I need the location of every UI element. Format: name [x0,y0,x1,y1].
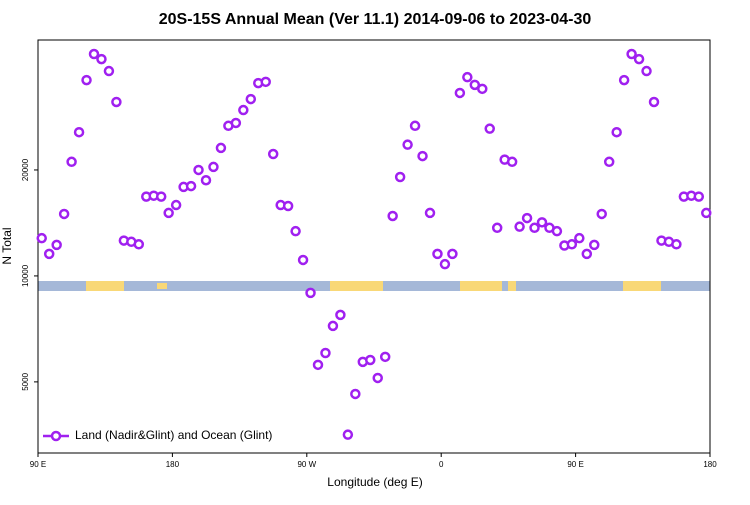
data-point [81,74,92,86]
data-point [372,372,383,384]
data-point [454,87,466,99]
data-point [193,164,204,176]
data-point [163,207,174,219]
data-point [387,210,398,222]
data-point [51,239,62,251]
x-tick-label: 180 [703,460,717,469]
data-point [327,320,339,332]
data-point [58,208,70,220]
data-point [230,117,242,129]
data-point [514,221,525,232]
data-point [185,180,197,192]
data-point [633,53,645,65]
land-band [330,281,383,291]
data-point [73,126,85,138]
surface-strip [38,281,710,291]
data-point [297,254,309,266]
y-tick-label: 10000 [21,264,30,287]
land-band [157,283,167,289]
data-point [36,232,47,244]
data-point [200,174,212,186]
data-point [506,156,518,168]
x-tick-label: 180 [166,460,180,469]
data-point [574,232,585,244]
data-point [320,347,331,359]
data-point [335,309,346,321]
data-point [290,225,301,237]
data-point [394,171,406,183]
data-point [66,156,77,168]
data-point [267,148,279,160]
data-point [260,76,271,88]
data-point [618,74,630,86]
data-point [611,126,622,138]
data-point [282,200,294,212]
y-tick-label: 20000 [21,158,30,181]
data-point [529,222,540,234]
land-band [460,281,502,291]
data-point [43,248,55,260]
data-point [155,191,167,202]
data-point [693,191,705,202]
plot-frame [37,39,711,454]
data-point [462,71,473,83]
data-point [208,161,219,173]
data-point [432,248,443,260]
y-axis-label: N Total [0,227,14,264]
x-tick-label: 0 [439,460,444,469]
chart-title: 20S-15S Annual Mean (Ver 11.1) 2014-09-0… [159,11,592,28]
data-point [409,120,421,132]
x-tick-label: 90 E [30,460,46,469]
legend-marker [50,430,62,442]
data-point [447,248,458,260]
legend-label: Land (Nadir&Glint) and Ocean (Glint) [75,428,272,442]
data-point [596,208,607,220]
data-point [379,351,391,363]
data-point [111,96,122,108]
y-tick-label: 5000 [21,372,30,390]
data-point [491,222,503,234]
x-tick-label: 90 W [297,460,316,469]
data-point [439,258,451,270]
data-point [96,53,107,65]
data-point [648,96,660,108]
data-point [536,217,548,228]
data-point [312,359,324,371]
data-point [603,156,615,168]
data-point [589,239,600,251]
data-point [671,239,682,250]
data-point [402,139,413,150]
data-point [245,93,257,105]
data-point [350,388,361,400]
data-point [170,199,182,211]
data-point [215,142,227,154]
data-point [238,104,249,116]
data-point [424,207,436,219]
land-band [86,281,124,291]
data-point [103,65,115,77]
data-point [342,429,354,440]
data-point [469,79,481,91]
data-point [484,123,495,134]
data-point [365,354,376,366]
data-point [701,207,712,219]
data-point [417,150,428,162]
data-point [566,239,578,250]
data-point [626,48,637,60]
data-point [477,83,488,95]
data-point [521,212,533,224]
x-tick-label: 90 E [567,460,583,469]
land-band [508,281,516,291]
data-point [551,225,563,237]
data-point [133,239,145,250]
data-point [641,65,652,77]
data-point [88,48,100,60]
data-point [305,287,316,299]
data-point [581,248,593,260]
x-axis-label: Longitude (deg E) [327,475,422,489]
land-band [623,281,661,291]
